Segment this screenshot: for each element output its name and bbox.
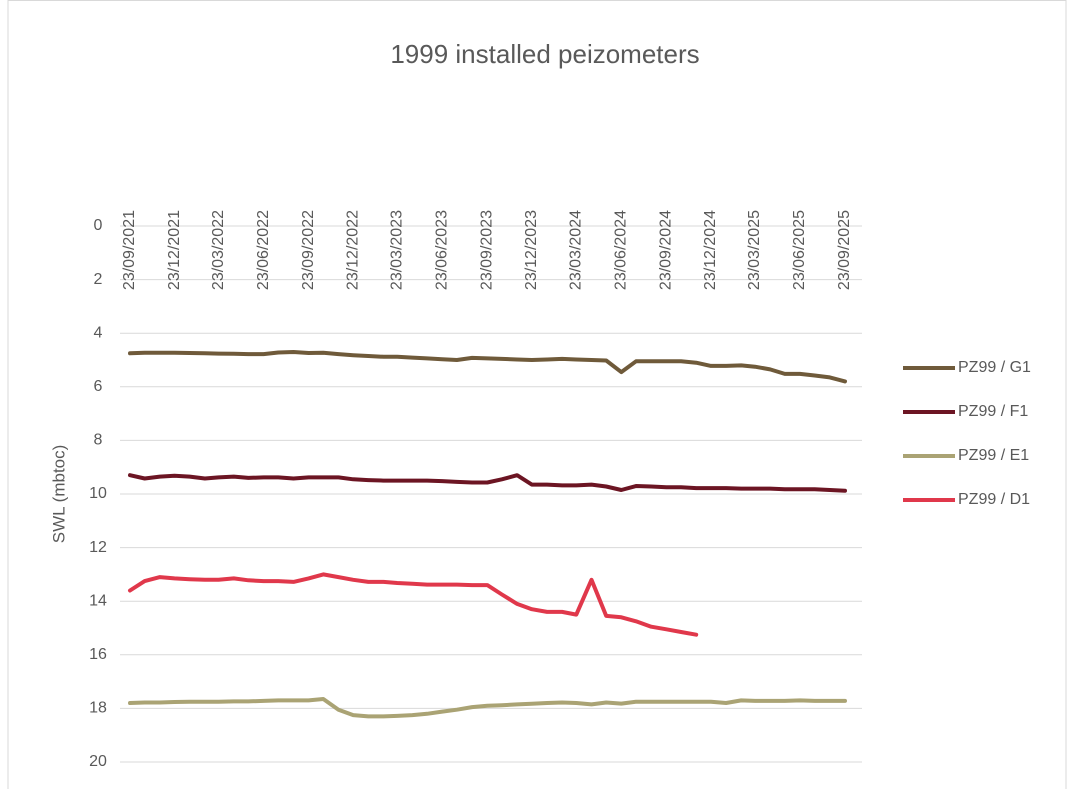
y-tick-label: 10 xyxy=(89,485,107,502)
x-tick-label: 23/12/2024 xyxy=(702,210,719,290)
x-tick-label: 23/06/2025 xyxy=(791,210,808,290)
series-line xyxy=(128,572,699,637)
y-tick-label: 14 xyxy=(89,592,107,609)
y-tick-label: 16 xyxy=(89,646,107,663)
x-tick-label: 23/03/2024 xyxy=(568,210,585,290)
chart-border xyxy=(7,0,1067,794)
y-tick-label: 6 xyxy=(94,378,103,395)
y-tick-label: 18 xyxy=(89,700,107,717)
y-tick-label: 8 xyxy=(94,432,103,449)
x-tick-label: 23/06/2022 xyxy=(255,210,272,290)
legend-label: PZ99 / F1 xyxy=(958,403,1028,420)
y-tick-label: 12 xyxy=(89,539,107,556)
x-tick-label: 23/09/2024 xyxy=(658,210,675,290)
y-tick-label: 0 xyxy=(94,217,103,234)
x-tick-label: 23/03/2025 xyxy=(746,210,763,290)
x-tick-label: 23/09/2022 xyxy=(300,210,317,290)
x-tick-label: 23/12/2022 xyxy=(344,210,361,290)
series-line xyxy=(128,697,847,719)
x-tick-label: 23/12/2021 xyxy=(166,210,183,290)
legend-label: PZ99 / E1 xyxy=(958,447,1029,464)
legend-label: PZ99 / G1 xyxy=(958,359,1031,376)
chart-title: 1999 installed peizometers xyxy=(390,39,699,69)
y-tick-label: 20 xyxy=(89,753,107,770)
x-tick-label: 23/06/2023 xyxy=(433,210,450,290)
legend-label: PZ99 / D1 xyxy=(958,491,1030,508)
x-tick-label: 23/12/2023 xyxy=(523,210,540,290)
y-tick-label: 2 xyxy=(94,271,103,288)
series-line xyxy=(128,473,847,493)
x-tick-label: 23/03/2023 xyxy=(388,210,405,290)
x-tick-label: 23/09/2023 xyxy=(478,210,495,290)
y-axis-label: SWL (mbtoc) xyxy=(49,445,68,544)
x-tick-label: 23/09/2021 xyxy=(121,210,138,290)
series-line xyxy=(128,350,847,384)
y-tick-label: 4 xyxy=(94,324,103,341)
x-tick-label: 23/06/2024 xyxy=(613,210,630,290)
x-tick-label: 23/03/2022 xyxy=(210,210,227,290)
x-tick-label: 23/09/2025 xyxy=(836,210,853,290)
